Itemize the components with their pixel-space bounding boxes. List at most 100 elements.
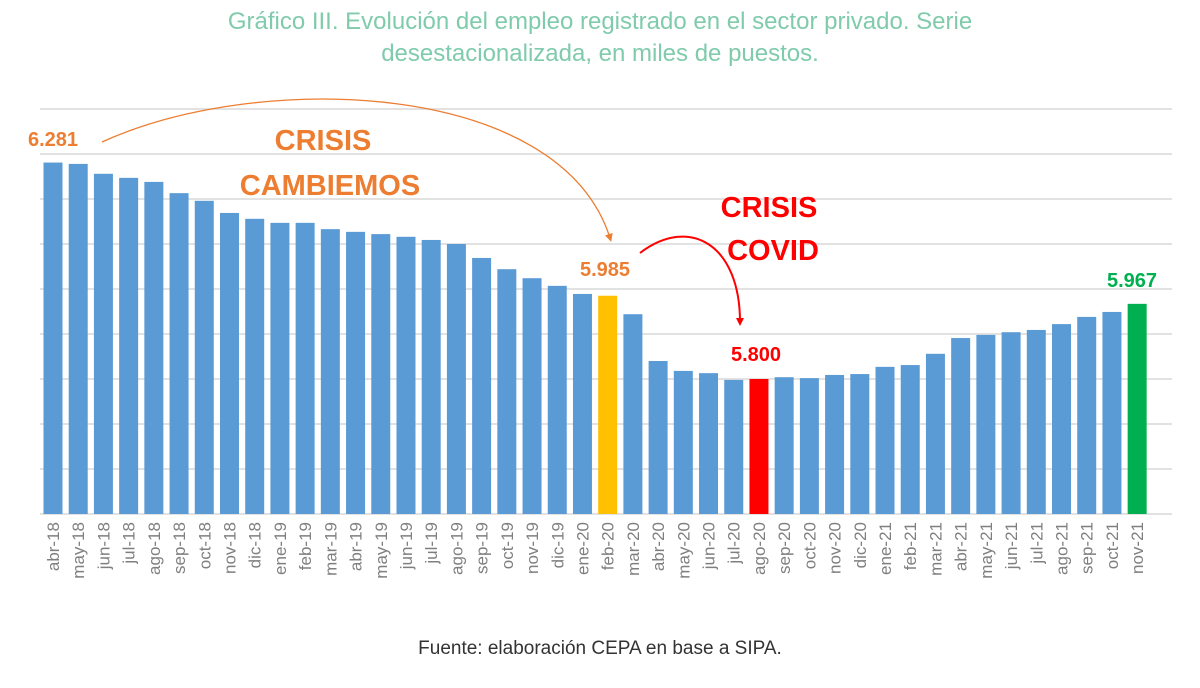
x-tick-label: jul-20: [725, 522, 744, 565]
x-tick-label: mar-20: [624, 522, 643, 576]
bar-ago-21: [1052, 324, 1072, 514]
chart-title-line-1: Gráfico III. Evolución del empleo regist…: [227, 8, 973, 35]
arrow-crisis-cambiemos: [101, 98, 613, 242]
data-labels: 6.281 5.985 5.800 5.967: [28, 129, 1157, 366]
x-tick-label: abr-21: [952, 522, 971, 571]
bar-abr-21: [951, 338, 971, 514]
x-tick-label: feb-19: [296, 522, 315, 570]
x-tick-label: abr-20: [649, 522, 668, 571]
x-tick-label: oct-18: [195, 522, 214, 569]
bar-ago-18: [144, 181, 164, 514]
x-tick-label: nov-21: [1128, 522, 1147, 574]
bar-sep-21: [1077, 316, 1097, 514]
x-tick-label: dic-19: [548, 522, 567, 568]
x-tick-label: mar-21: [926, 522, 945, 576]
x-tick-label: ene-20: [573, 522, 592, 575]
bar-mar-20: [623, 314, 643, 514]
annotations: CRISIS CAMBIEMOS CRISIS COVID: [101, 98, 819, 326]
x-tick-label: ago-20: [750, 522, 769, 575]
bar-sep-20: [774, 377, 794, 514]
bar-sep-18: [169, 193, 189, 514]
bar-dic-18: [245, 218, 265, 515]
bar-jun-21: [1001, 332, 1021, 514]
bar-feb-19: [295, 222, 315, 514]
data-label-ago-20: 5.800: [731, 344, 781, 366]
x-tick-label: dic-18: [246, 522, 265, 568]
bar-jun-20: [699, 373, 719, 514]
data-label-nov-21: 5.967: [1107, 270, 1157, 292]
bar-feb-20: [598, 295, 618, 514]
x-tick-label: ago-18: [145, 522, 164, 575]
x-tick-label: nov-19: [523, 522, 542, 574]
chart-title-line-2: desestacionalizada, en miles de puestos.: [381, 40, 819, 67]
x-tick-label: feb-21: [901, 522, 920, 570]
x-tick-label: sep-19: [473, 522, 492, 574]
arrow-crisis-covid: [639, 235, 744, 326]
x-tick-label: abr-19: [347, 522, 366, 571]
bar-jul-19: [421, 239, 441, 514]
data-label-feb-20: 5.985: [580, 259, 630, 281]
x-tick-label: oct-21: [1103, 522, 1122, 569]
x-tick-label: nov-18: [220, 522, 239, 574]
bar-jun-19: [396, 236, 416, 515]
bar-ago-20: [749, 379, 769, 514]
x-tick-label: ene-19: [271, 522, 290, 575]
x-tick-label: jun-21: [1002, 522, 1021, 570]
x-tick-label: jun-19: [397, 522, 416, 570]
bar-oct-18: [194, 200, 214, 515]
x-tick-label: abr-18: [44, 522, 63, 571]
bar-feb-21: [900, 365, 920, 514]
x-tick-label: oct-20: [800, 522, 819, 569]
bar-mar-21: [925, 353, 945, 514]
x-tick-label: jun-18: [94, 522, 113, 570]
bar-nov-18: [219, 212, 239, 514]
bar-may-19: [371, 234, 391, 514]
x-tick-label: sep-20: [775, 522, 794, 574]
annotation-crisis-cambiemos-line1: CRISIS: [275, 125, 372, 157]
bar-may-20: [673, 370, 693, 514]
bar-abr-19: [346, 231, 366, 514]
annotation-crisis-cambiemos-line2: CAMBIEMOS: [240, 170, 420, 202]
bar-ene-19: [270, 222, 290, 514]
bar-dic-19: [547, 285, 567, 514]
x-tick-label: jul-21: [1027, 522, 1046, 565]
x-tick-label: oct-19: [498, 522, 517, 569]
x-tick-label: jul-19: [422, 522, 441, 565]
x-tick-label: ago-21: [1053, 522, 1072, 575]
bar-oct-20: [799, 378, 819, 514]
bar-ago-19: [446, 244, 466, 514]
bar-nov-20: [825, 374, 845, 514]
x-tick-label: ene-21: [876, 522, 895, 575]
bar-sep-19: [472, 257, 492, 514]
x-tick-label: may-20: [674, 522, 693, 579]
x-tick-label: jun-20: [700, 522, 719, 570]
bar-mar-19: [320, 229, 340, 514]
bar-may-21: [976, 334, 996, 514]
bar-abr-20: [648, 361, 668, 514]
x-tick-label: may-18: [69, 522, 88, 579]
bar-dic-20: [850, 374, 870, 514]
x-tick-label: may-19: [372, 522, 391, 579]
x-tick-labels: abr-18 may-18 jun-18 jul-18 ago-18 sep-18 oct-…: [44, 522, 1147, 579]
x-tick-label: dic-20: [851, 522, 870, 568]
annotation-crisis-covid-line2: COVID: [727, 235, 819, 267]
bar-oct-21: [1102, 311, 1122, 514]
data-label-abr-18: 6.281: [28, 129, 78, 151]
bar-jul-21: [1026, 329, 1046, 514]
annotation-crisis-covid-line1: CRISIS: [721, 192, 818, 224]
bar-abr-18: [43, 162, 63, 515]
x-tick-label: sep-21: [1078, 522, 1097, 574]
bar-nov-21: [1127, 303, 1147, 514]
x-tick-label: feb-20: [599, 522, 618, 570]
x-tick-label: jul-18: [120, 522, 139, 565]
x-tick-label: nov-20: [826, 522, 845, 574]
bars: [43, 162, 1147, 515]
bar-jul-18: [119, 177, 139, 514]
bar-oct-19: [497, 269, 517, 514]
x-tick-label: sep-18: [170, 522, 189, 574]
bar-nov-19: [522, 278, 542, 514]
source-note: Fuente: elaboración CEPA en base a SIPA.: [418, 638, 782, 659]
bar-jun-18: [93, 173, 113, 515]
x-tick-label: ago-19: [447, 522, 466, 575]
